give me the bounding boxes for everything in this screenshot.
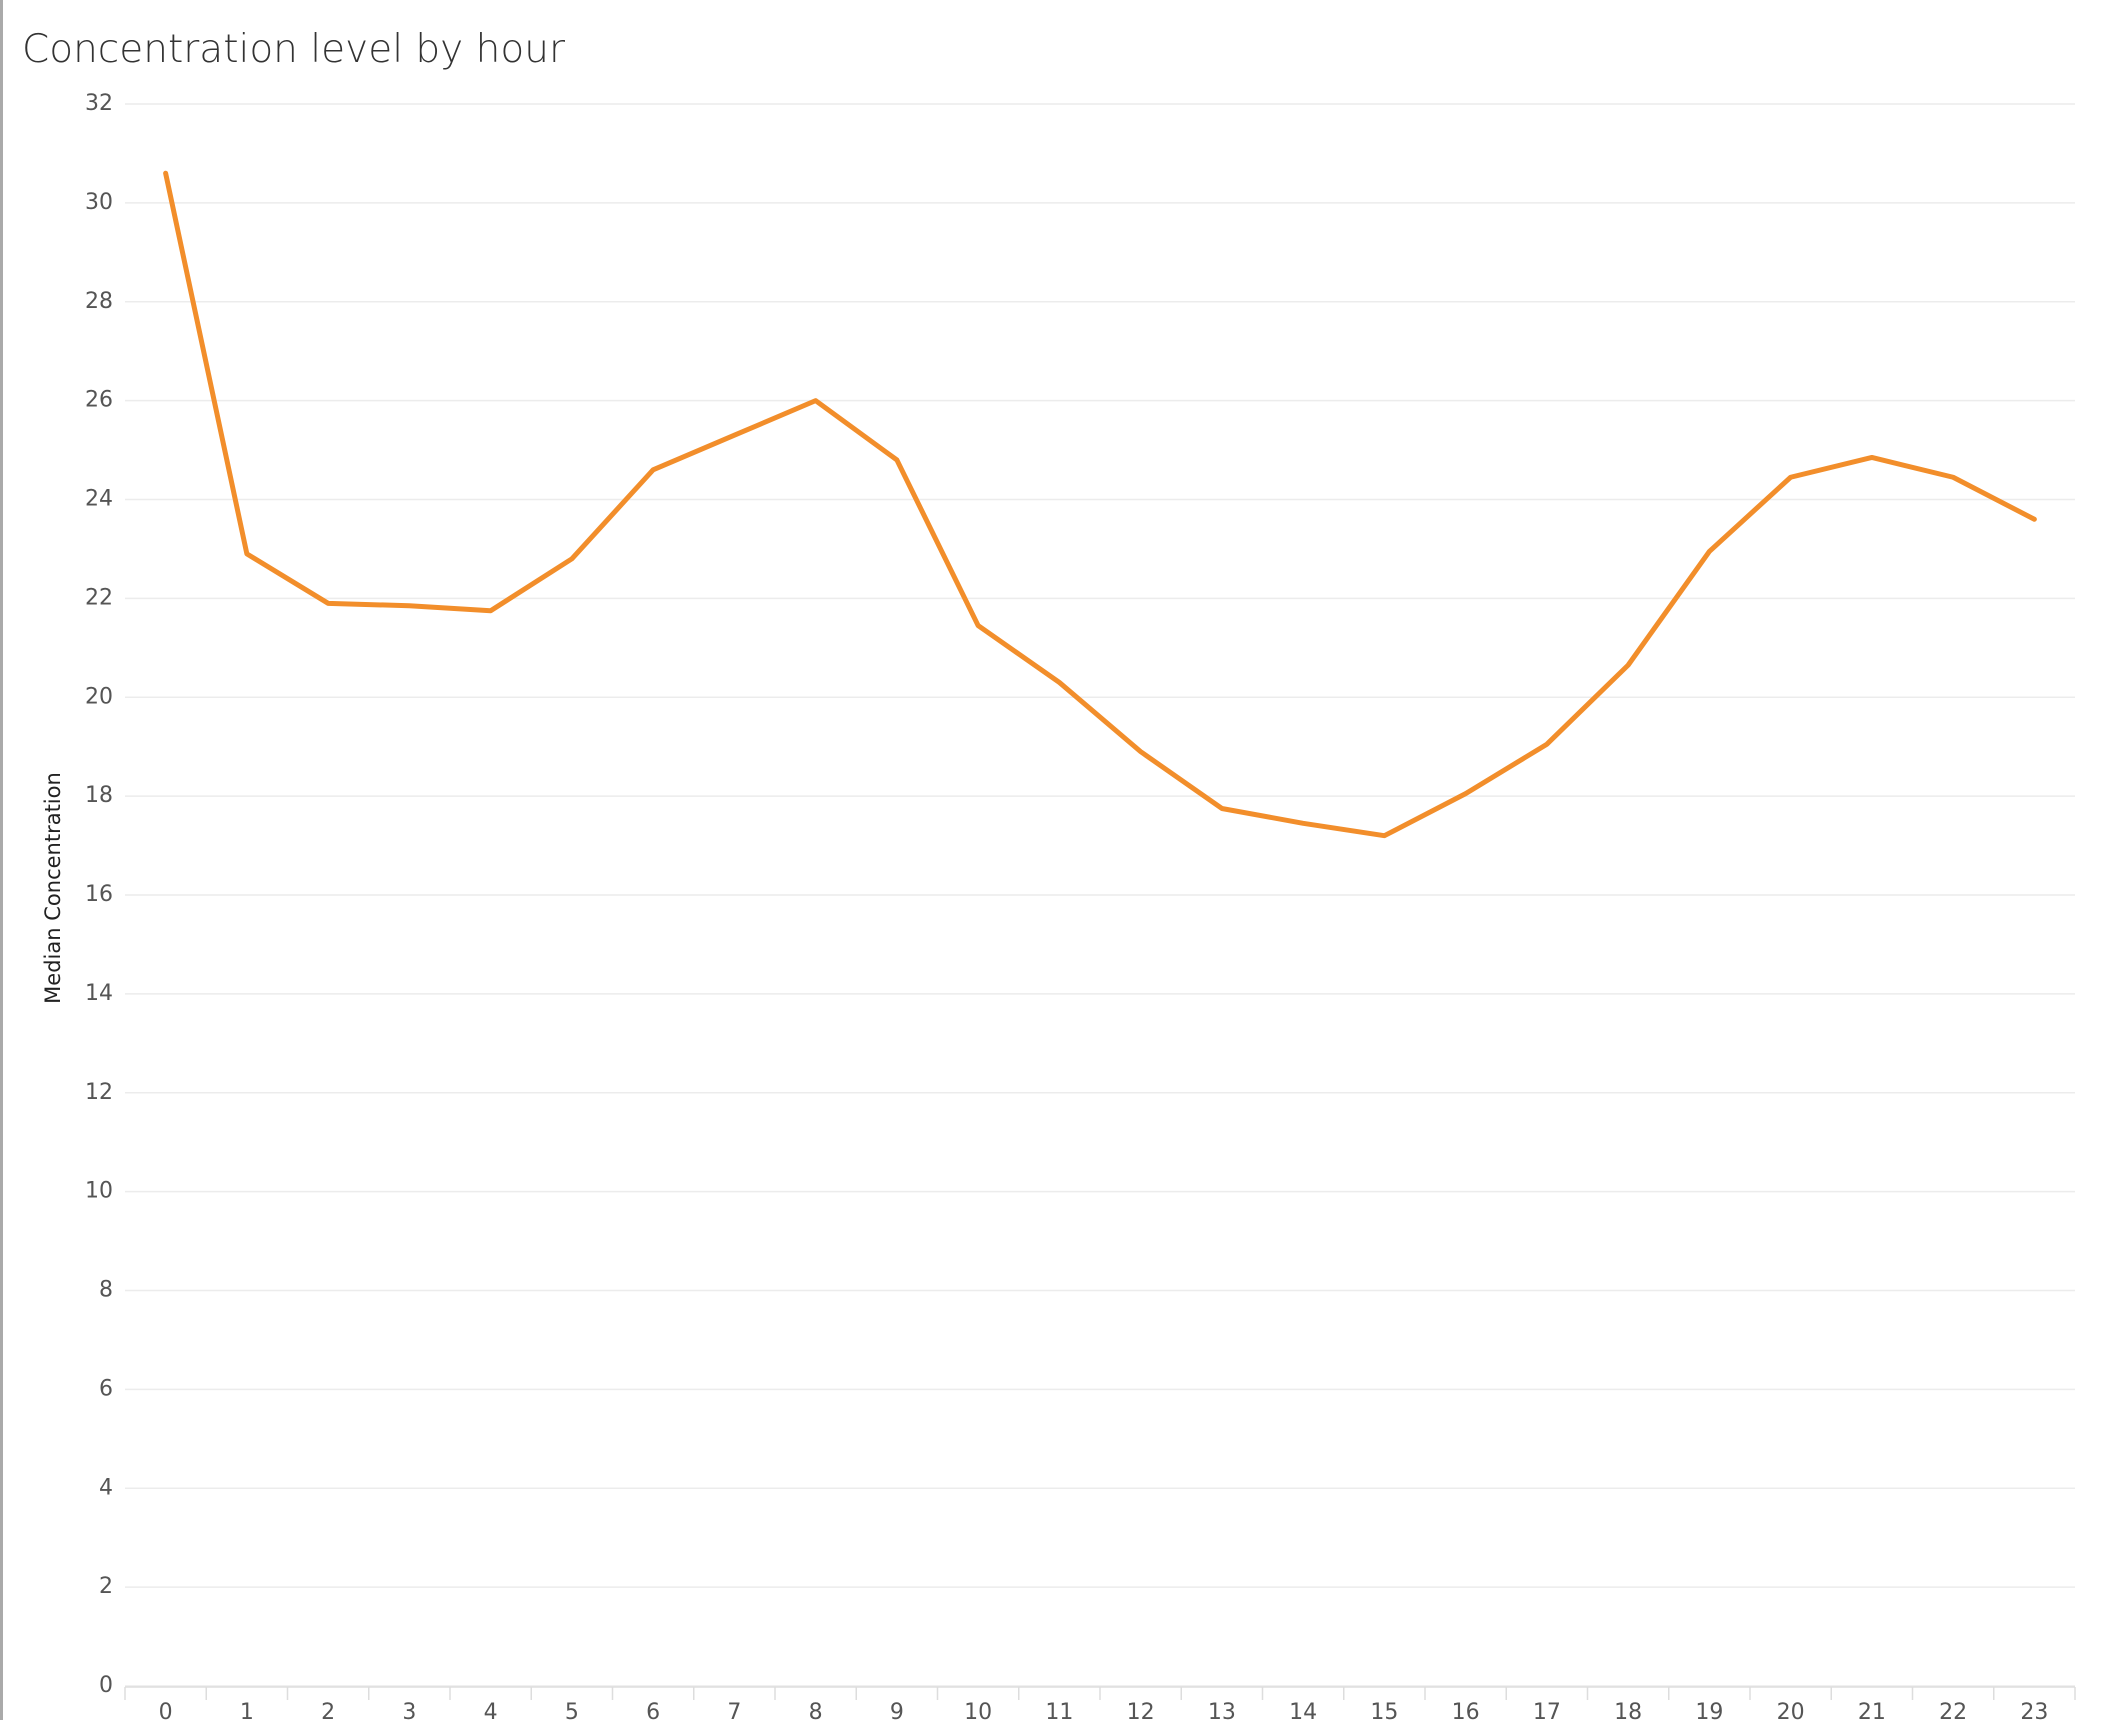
y-tick-label: 16 bbox=[85, 882, 113, 907]
y-tick-label: 28 bbox=[85, 289, 113, 314]
x-tick-label: 13 bbox=[1208, 1700, 1236, 1720]
y-tick-label: 26 bbox=[85, 388, 113, 413]
y-tick-label: 2 bbox=[99, 1574, 113, 1599]
x-tick-label: 14 bbox=[1289, 1700, 1317, 1720]
x-tick-label: 3 bbox=[402, 1700, 416, 1720]
x-tick-label: 18 bbox=[1614, 1700, 1642, 1720]
x-tick-label: 6 bbox=[646, 1700, 660, 1720]
y-tick-label: 32 bbox=[85, 91, 113, 116]
x-tick-label: 10 bbox=[964, 1700, 992, 1720]
x-tick-label: 12 bbox=[1127, 1700, 1155, 1720]
y-tick-label: 12 bbox=[85, 1080, 113, 1105]
x-tick-label: 4 bbox=[484, 1700, 498, 1720]
x-tick-label: 15 bbox=[1370, 1700, 1398, 1720]
y-axis-title: Median Concentration bbox=[41, 772, 65, 1004]
x-tick-label: 2 bbox=[321, 1700, 335, 1720]
y-tick-label: 30 bbox=[85, 190, 113, 215]
line-series bbox=[163, 170, 2037, 839]
x-tick-label: 8 bbox=[809, 1700, 823, 1720]
x-tick-label: 20 bbox=[1777, 1700, 1805, 1720]
y-tick-label: 14 bbox=[85, 981, 113, 1006]
y-tick-label: 24 bbox=[85, 487, 113, 512]
x-tick-label: 21 bbox=[1858, 1700, 1886, 1720]
y-tick-label: 4 bbox=[99, 1475, 113, 1500]
x-tick-label: 17 bbox=[1533, 1700, 1561, 1720]
x-tick-label: 11 bbox=[1045, 1700, 1073, 1720]
x-tick-label: 23 bbox=[2020, 1700, 2048, 1720]
x-tick-label: 5 bbox=[565, 1700, 579, 1720]
chart-title: Concentration level by hour bbox=[22, 27, 565, 72]
y-tick-label: 18 bbox=[85, 783, 113, 808]
x-tick-label: 0 bbox=[159, 1700, 173, 1720]
y-tick-label: 10 bbox=[85, 1179, 113, 1204]
y-tick-label: 8 bbox=[99, 1278, 113, 1303]
x-tick-label: 7 bbox=[727, 1700, 741, 1720]
x-tick-label: 16 bbox=[1452, 1700, 1480, 1720]
y-tick-label: 6 bbox=[99, 1376, 113, 1401]
x-tick-label: 19 bbox=[1695, 1700, 1723, 1720]
x-tick-label: 1 bbox=[240, 1700, 254, 1720]
x-tick-label: 9 bbox=[890, 1700, 904, 1720]
x-tick-label: 22 bbox=[1939, 1700, 1967, 1720]
y-tick-label: 0 bbox=[99, 1673, 113, 1698]
y-tick-label: 22 bbox=[85, 585, 113, 610]
y-tick-label: 20 bbox=[85, 684, 113, 709]
